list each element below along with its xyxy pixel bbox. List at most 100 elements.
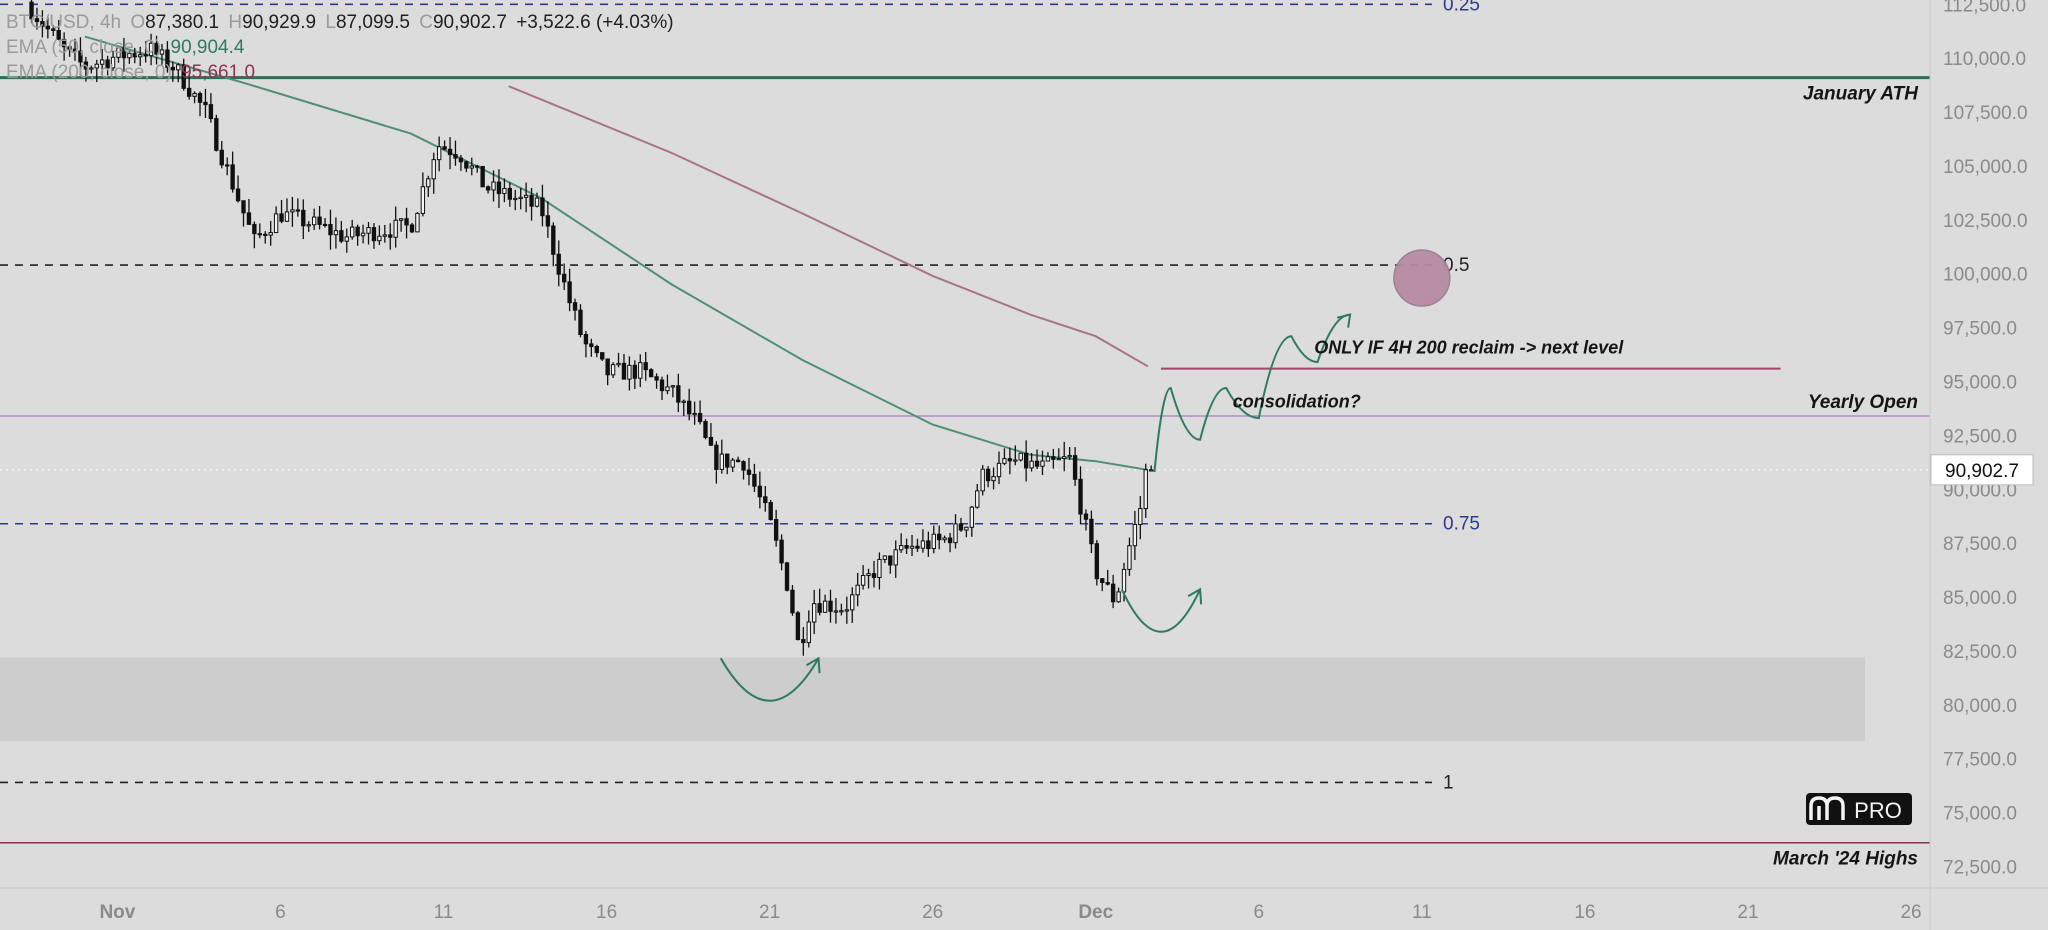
candle-body xyxy=(752,473,757,487)
x-tick-label: 11 xyxy=(1412,902,1432,923)
candle-body xyxy=(898,545,904,551)
candle-body xyxy=(360,232,366,237)
candle-body xyxy=(561,273,567,283)
candle-body xyxy=(263,233,268,236)
candle-body xyxy=(121,47,127,59)
candle-body xyxy=(763,496,768,504)
candle-body xyxy=(692,412,697,416)
x-tick-label: 21 xyxy=(1737,902,1758,923)
candle-body xyxy=(730,459,735,468)
y-tick-label: 100,000.0 xyxy=(1943,265,2028,286)
candle-body xyxy=(1089,518,1094,545)
fib-level-label: 0.25 xyxy=(1443,0,1480,15)
candle-body xyxy=(621,362,627,380)
y-tick-label: 92,500.0 xyxy=(1943,426,2017,447)
candle-body xyxy=(453,154,458,159)
candle-body xyxy=(844,609,849,612)
candle-body xyxy=(795,612,801,641)
y-tick-label: 90,000.0 xyxy=(1943,480,2017,501)
candle-body xyxy=(1067,455,1072,458)
candles xyxy=(29,0,1154,656)
candle-body xyxy=(741,461,746,471)
candle-body xyxy=(246,212,252,225)
candle-body xyxy=(148,42,154,57)
ohlc-row: BTC/USD, 4h O87,380.1 H90,929.9 L87,099.… xyxy=(6,10,678,35)
candle-body xyxy=(89,67,94,70)
candle-body xyxy=(801,639,806,644)
current-price-label: 90,902.7 xyxy=(1945,461,2019,482)
candle-body xyxy=(442,146,447,150)
x-tick-label: 21 xyxy=(759,902,780,923)
candle-body xyxy=(545,215,551,227)
candle-body xyxy=(159,49,165,55)
candle-body xyxy=(34,18,40,23)
candle-body xyxy=(638,362,643,379)
y-tick-label: 95,000.0 xyxy=(1943,372,2017,393)
legend-high: 90,929.9 xyxy=(242,12,317,33)
legend-change: +3,522.6 (+4.03%) xyxy=(516,12,674,33)
ema-slow-line xyxy=(508,85,1149,368)
candle-body xyxy=(937,533,942,541)
candle-body xyxy=(855,584,860,596)
candle-body xyxy=(632,364,638,379)
candle-body xyxy=(132,52,137,58)
candle-body xyxy=(1094,543,1100,580)
candle-body xyxy=(980,468,985,492)
x-tick-label: Nov xyxy=(99,902,135,923)
candle-body xyxy=(273,213,279,234)
candle-body xyxy=(507,187,513,200)
candle-body xyxy=(991,476,996,482)
chart-annotation: consolidation? xyxy=(1233,391,1361,411)
candle-body xyxy=(1078,478,1083,515)
ema-slow-row[interactable]: EMA (200, close, 0) 95,661.0 xyxy=(6,60,678,85)
candle-body xyxy=(355,226,360,237)
ema-fast-row[interactable]: EMA (50, close, 0) 90,904.4 xyxy=(6,35,678,60)
y-tick-label: 77,500.0 xyxy=(1943,750,2017,771)
candle-body xyxy=(415,212,420,233)
legend-symbol[interactable]: BTC/USD, 4h xyxy=(6,12,122,33)
candle-body xyxy=(105,59,110,69)
candle-body xyxy=(61,38,67,48)
candle-body xyxy=(534,197,540,207)
candle-body xyxy=(773,519,779,541)
candle-body xyxy=(165,49,170,68)
ema-slow-value: 95,661.0 xyxy=(181,62,256,83)
candle-body xyxy=(735,459,741,463)
candle-body xyxy=(648,369,654,378)
candle-body xyxy=(985,468,991,482)
candle-body xyxy=(1143,469,1148,510)
y-tick-label: 85,000.0 xyxy=(1943,588,2017,609)
legend-open: 87,380.1 xyxy=(145,12,220,33)
candle-body xyxy=(1045,456,1051,462)
candle-body xyxy=(806,621,811,644)
candle-body xyxy=(29,1,34,20)
candle-body xyxy=(1127,545,1132,570)
candle-body xyxy=(290,209,295,213)
y-tick-label: 97,500.0 xyxy=(1943,319,2017,340)
candle-body xyxy=(790,589,795,614)
candle-body xyxy=(40,21,45,27)
candle-body xyxy=(143,54,148,57)
candle-body xyxy=(469,165,474,169)
x-tick-label: 26 xyxy=(922,902,943,923)
y-tick-label: 72,500.0 xyxy=(1943,857,2017,878)
candle-body xyxy=(420,186,426,214)
candle-body xyxy=(665,386,670,392)
candle-body xyxy=(1029,460,1034,469)
candle-body xyxy=(1007,458,1013,462)
kraken-logo-icon xyxy=(1809,796,1845,820)
candle-body xyxy=(1056,458,1061,461)
candle-body xyxy=(1105,582,1110,585)
candle-body xyxy=(1121,568,1127,593)
candle-body xyxy=(529,194,534,207)
candle-body xyxy=(708,436,714,446)
candle-body xyxy=(1023,452,1029,469)
candle-body xyxy=(583,333,589,345)
candle-body xyxy=(594,346,599,354)
candle-body xyxy=(306,224,311,227)
candle-body xyxy=(643,362,648,371)
candle-body xyxy=(208,104,214,120)
candle-body xyxy=(480,165,485,188)
candle-body xyxy=(225,164,230,167)
